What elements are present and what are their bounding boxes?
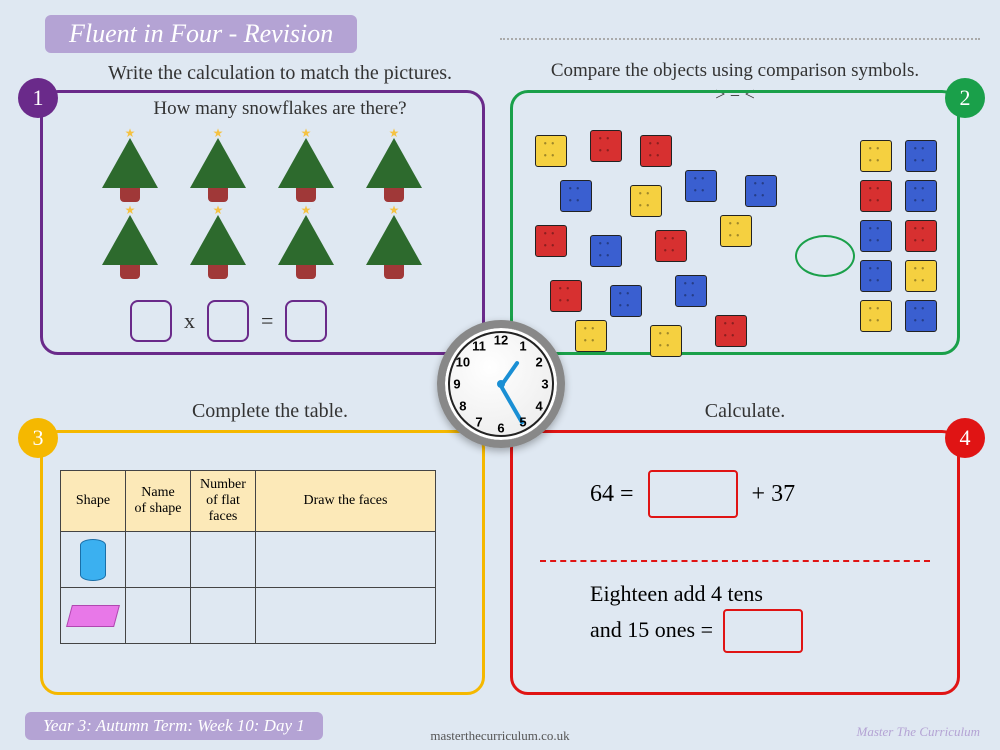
brick-icon	[860, 220, 892, 252]
answer-box[interactable]	[207, 300, 249, 342]
tree-icon: ★	[95, 130, 165, 202]
brick-icon	[650, 325, 682, 357]
brick-icon	[905, 180, 937, 212]
comparison-answer-oval[interactable]	[795, 235, 855, 277]
brick-icon	[575, 320, 607, 352]
cylinder-icon	[80, 539, 106, 581]
brick-icon	[610, 285, 642, 317]
prompt-3: Complete the table.	[120, 400, 420, 423]
shape-cell	[61, 532, 126, 588]
answer-box[interactable]	[130, 300, 172, 342]
brick-icon	[630, 185, 662, 217]
clock-number: 12	[494, 333, 508, 348]
calc-text: and 15 ones =	[590, 616, 713, 645]
answer-cell[interactable]	[191, 588, 256, 644]
answer-cell[interactable]	[256, 588, 436, 644]
brick-icon	[715, 315, 747, 347]
brick-icon	[745, 175, 777, 207]
footer-url: masterthecurriculum.co.uk	[0, 728, 1000, 744]
brick-icon	[720, 215, 752, 247]
brick-icon	[560, 180, 592, 212]
clock-center	[497, 380, 505, 388]
page-title: Fluent in Four - Revision	[45, 15, 357, 53]
brick-icon	[675, 275, 707, 307]
tree-icon: ★	[359, 130, 429, 202]
clock-number: 5	[519, 415, 526, 430]
badge-3: 3	[18, 418, 58, 458]
badge-2: 2	[945, 78, 985, 118]
answer-cell[interactable]	[126, 532, 191, 588]
tree-icon: ★	[183, 130, 253, 202]
clock-number: 4	[535, 399, 542, 414]
clock-number: 10	[456, 355, 470, 370]
brick-icon	[535, 225, 567, 257]
brick-icon	[685, 170, 717, 202]
table-header: Draw the faces	[256, 471, 436, 532]
divider	[540, 560, 930, 562]
brand-label: Master The Curriculum	[857, 724, 981, 740]
clock-number: 2	[535, 355, 542, 370]
badge-4: 4	[945, 418, 985, 458]
table-row	[61, 588, 436, 644]
equation-row: x =	[130, 300, 327, 342]
tree-grid: ★ ★ ★ ★ ★ ★ ★ ★	[95, 130, 439, 282]
brick-icon	[860, 300, 892, 332]
brick-icon	[905, 140, 937, 172]
brick-icon	[905, 260, 937, 292]
shape-cell	[61, 588, 126, 644]
brick-icon	[860, 180, 892, 212]
answer-box[interactable]	[723, 609, 803, 653]
brick-icon	[590, 130, 622, 162]
title-divider	[500, 38, 980, 40]
clock-number: 9	[453, 377, 460, 392]
prompt-4: Calculate.	[620, 400, 870, 423]
calc-text: 64 =	[590, 481, 634, 508]
clock-number: 6	[497, 421, 504, 436]
brick-icon	[860, 140, 892, 172]
table-header: Shape	[61, 471, 126, 532]
badge-1: 1	[18, 78, 58, 118]
shapes-table: Shape Name of shape Number of flat faces…	[60, 470, 436, 644]
clock-number: 1	[519, 338, 526, 353]
answer-cell[interactable]	[191, 532, 256, 588]
clock-icon: 12 12 3 45678 9 1011	[437, 320, 565, 448]
calc-text: Eighteen add 4 tens	[590, 580, 803, 609]
tree-icon: ★	[271, 207, 341, 279]
clock-number: 8	[459, 399, 466, 414]
table-row	[61, 532, 436, 588]
brick-icon	[905, 300, 937, 332]
table-header: Number of flat faces	[191, 471, 256, 532]
tree-icon: ★	[271, 130, 341, 202]
calc-line-1: 64 = + 37	[590, 470, 795, 518]
brick-icon	[860, 260, 892, 292]
answer-box[interactable]	[648, 470, 738, 518]
table-header: Name of shape	[126, 471, 191, 532]
clock-number: 11	[472, 338, 486, 353]
calc-text: + 37	[752, 481, 796, 508]
prompt-2: Compare the objects using comparison sym…	[510, 60, 960, 82]
brick-icon	[655, 230, 687, 262]
brick-icon	[535, 135, 567, 167]
brick-icon	[905, 220, 937, 252]
calc-line-2: Eighteen add 4 tens and 15 ones =	[590, 580, 803, 653]
answer-cell[interactable]	[126, 588, 191, 644]
prompt-1: Write the calculation to match the pictu…	[80, 62, 480, 85]
brick-icon	[550, 280, 582, 312]
tree-icon: ★	[183, 207, 253, 279]
times-symbol: x	[184, 308, 195, 334]
cuboid-icon	[66, 605, 120, 627]
tree-icon: ★	[359, 207, 429, 279]
clock-number: 3	[541, 377, 548, 392]
answer-cell[interactable]	[256, 532, 436, 588]
brick-icon	[590, 235, 622, 267]
brick-comparison-area	[520, 120, 950, 345]
brick-icon	[640, 135, 672, 167]
clock-number: 7	[475, 415, 482, 430]
equals-symbol: =	[261, 308, 273, 334]
answer-box[interactable]	[285, 300, 327, 342]
tree-icon: ★	[95, 207, 165, 279]
